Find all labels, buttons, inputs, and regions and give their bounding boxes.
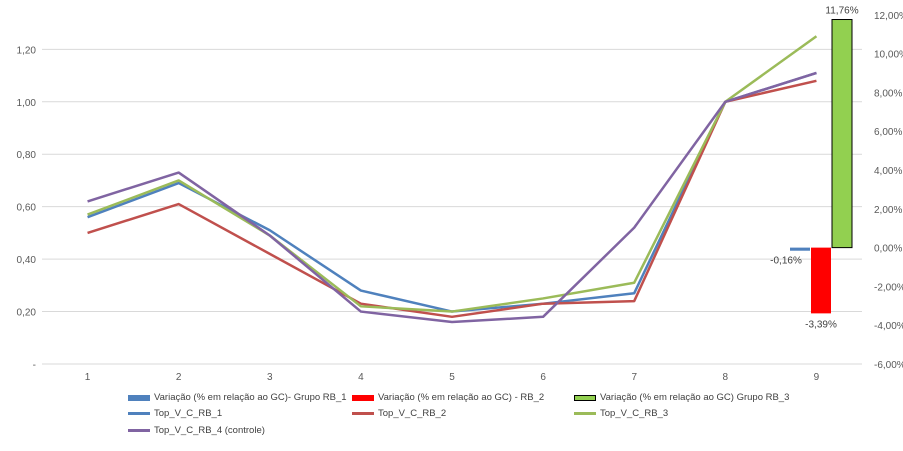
x-tick-label: 4 bbox=[358, 372, 364, 383]
legend-item-line-rb3: Top_V_C_RB_3 bbox=[574, 408, 668, 419]
x-tick-label: 1 bbox=[85, 372, 91, 383]
x-tick-label: 2 bbox=[176, 372, 182, 383]
y-axis-left-ticks: - 0,20 0,40 0,60 0,80 1,00 1,20 bbox=[17, 45, 37, 371]
y-left-tick-label: 0,80 bbox=[17, 150, 37, 161]
y-right-tick-label: 4,00% bbox=[874, 166, 902, 177]
legend-item-line-rb1: Top_V_C_RB_1 bbox=[128, 408, 222, 419]
bar-data-labels: -0,16% -3,39% 11,76% bbox=[770, 6, 859, 331]
bar-data-label: -0,16% bbox=[770, 256, 802, 267]
line-series-3 bbox=[87, 35, 818, 313]
y-left-tick-label: 1,00 bbox=[17, 98, 37, 109]
y-right-tick-label: 6,00% bbox=[874, 127, 902, 138]
x-axis-ticks: 1 2 3 4 5 6 7 8 9 bbox=[85, 372, 820, 383]
legend-item-bar-rb3: Variação (% em relação ao GC) Grupo RB_3 bbox=[574, 392, 789, 403]
line-series-4 bbox=[87, 71, 817, 324]
bar-2 bbox=[811, 247, 831, 314]
y-left-tick-label: 0,40 bbox=[17, 255, 37, 266]
gridlines bbox=[42, 48, 862, 365]
legend-swatch bbox=[352, 394, 374, 401]
y-right-tick-label: -4,00% bbox=[874, 321, 903, 332]
y-axis-right-ticks: -6,00% -4,00% -2,00% 0,00% 2,00% 4,00% 6,00% 8,… bbox=[874, 11, 903, 371]
legend-swatch bbox=[128, 412, 150, 415]
x-tick-label: 9 bbox=[814, 372, 820, 383]
legend-swatch bbox=[574, 394, 596, 401]
legend-item-bar-rb2: Variação (% em relação ao GC) - RB_2 bbox=[352, 392, 544, 403]
legend-item-line-rb2: Top_V_C_RB_2 bbox=[352, 408, 446, 419]
x-tick-label: 3 bbox=[267, 372, 273, 383]
y-right-tick-label: 10,00% bbox=[874, 50, 903, 61]
y-left-tick-label: 1,20 bbox=[17, 45, 37, 56]
y-right-tick-label: 0,00% bbox=[874, 244, 902, 255]
y-right-tick-label: 12,00% bbox=[874, 11, 903, 22]
legend-item-bar-rb1: Variação (% em relação ao GC)- Grupo RB_… bbox=[128, 392, 347, 403]
line-series bbox=[87, 35, 818, 324]
legend-swatch bbox=[128, 394, 150, 401]
x-tick-label: 6 bbox=[540, 372, 546, 383]
chart-legend: Variação (% em relação ao GC)- Grupo RB_… bbox=[0, 386, 903, 446]
legend-swatch bbox=[128, 429, 150, 432]
bar-series bbox=[790, 19, 853, 314]
y-right-tick-label: -6,00% bbox=[874, 360, 903, 371]
legend-label: Variação (% em relação ao GC) - RB_2 bbox=[378, 392, 545, 403]
y-right-tick-label: 2,00% bbox=[874, 205, 902, 216]
legend-item-line-rb4: Top_V_C_RB_4 (controle) bbox=[128, 425, 265, 436]
legend-swatch bbox=[574, 412, 596, 415]
bar-data-label: -3,39% bbox=[805, 319, 837, 330]
legend-label: Top_V_C_RB_3 bbox=[600, 408, 669, 419]
x-tick-label: 5 bbox=[449, 372, 455, 383]
legend-label: Top_V_C_RB_1 bbox=[154, 408, 223, 419]
bar-3 bbox=[831, 19, 853, 249]
legend-label: Top_V_C_RB_4 (controle) bbox=[154, 425, 265, 436]
bar-1 bbox=[790, 247, 810, 251]
bar-data-label: 11,76% bbox=[825, 6, 858, 17]
y-left-tick-label: 0,20 bbox=[17, 308, 37, 319]
y-left-tick-label: - bbox=[33, 360, 36, 371]
legend-swatch bbox=[352, 412, 374, 415]
legend-label: Variação (% em relação ao GC)- Grupo RB_… bbox=[154, 392, 347, 403]
legend-label: Top_V_C_RB_2 bbox=[378, 408, 447, 419]
y-left-tick-label: 0,60 bbox=[17, 203, 37, 214]
line-series-2 bbox=[87, 79, 817, 319]
y-right-tick-label: 8,00% bbox=[874, 88, 902, 99]
legend-label: Variação (% em relação ao GC) Grupo RB_3 bbox=[600, 392, 790, 403]
x-tick-label: 8 bbox=[723, 372, 729, 383]
y-right-tick-label: -2,00% bbox=[874, 282, 903, 293]
x-tick-label: 7 bbox=[631, 372, 637, 383]
